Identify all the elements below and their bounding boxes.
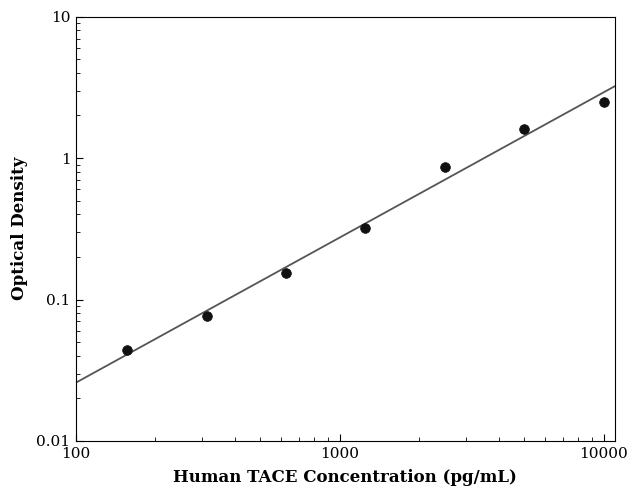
Y-axis label: Optical Density: Optical Density: [11, 157, 28, 301]
X-axis label: Human TACE Concentration (pg/mL): Human TACE Concentration (pg/mL): [173, 469, 517, 486]
